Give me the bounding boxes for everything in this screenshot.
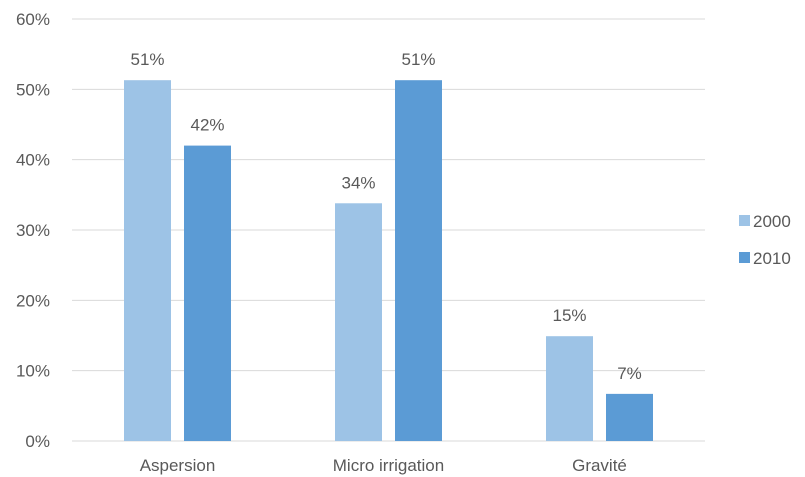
gridlines [72, 18, 705, 442]
legend: 2000 2010 [739, 212, 791, 268]
y-tick-label: 0% [25, 432, 50, 451]
bar-2000-0 [124, 80, 171, 441]
data-labels: 51% 42% 34% 51% 15% 7% [130, 50, 641, 383]
y-tick-label: 60% [16, 10, 50, 29]
data-label: 51% [401, 50, 435, 69]
y-tick-label: 30% [16, 221, 50, 240]
legend-swatch-2010 [739, 252, 750, 263]
bar-2010-1 [395, 80, 442, 441]
data-label: 7% [617, 364, 642, 383]
bars [124, 80, 653, 441]
x-axis-tick-labels: Aspersion Micro irrigation Gravité [140, 456, 627, 475]
y-tick-label: 50% [16, 80, 50, 99]
data-label: 15% [552, 306, 586, 325]
bar-2000-1 [335, 203, 382, 441]
y-axis-tick-labels: 0% 10% 20% 30% 40% 50% 60% [16, 10, 50, 451]
legend-label: 2000 [753, 212, 791, 231]
data-label: 51% [130, 50, 164, 69]
data-label: 34% [341, 173, 375, 192]
x-tick-label: Gravité [572, 456, 627, 475]
y-tick-label: 10% [16, 362, 50, 381]
legend-swatch-2000 [739, 215, 750, 226]
bar-2000-2 [546, 336, 593, 441]
bar-2010-2 [606, 393, 653, 441]
y-tick-label: 40% [16, 151, 50, 170]
data-label: 42% [190, 116, 224, 135]
y-tick-label: 20% [16, 291, 50, 310]
legend-label: 2010 [753, 249, 791, 268]
x-tick-label: Micro irrigation [333, 456, 444, 475]
x-tick-label: Aspersion [140, 456, 216, 475]
bar-2010-0 [184, 145, 231, 441]
